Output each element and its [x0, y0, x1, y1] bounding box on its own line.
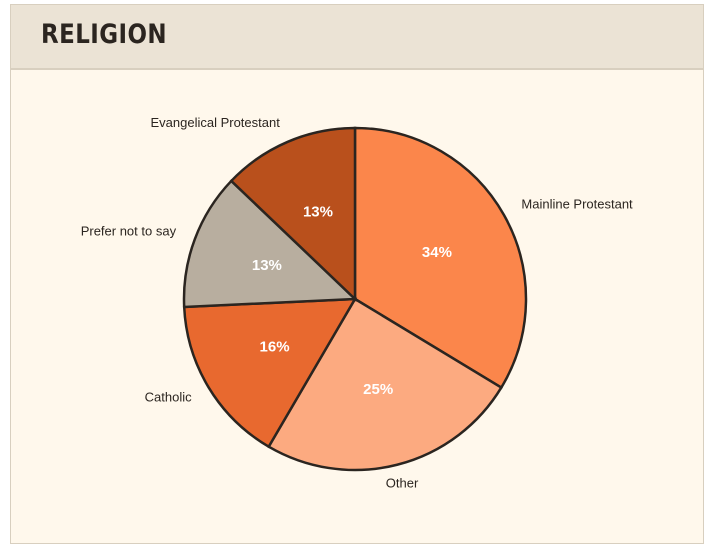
category-label: Prefer not to say [81, 224, 177, 239]
category-label: Catholic [145, 389, 192, 404]
category-label: Mainline Protestant [521, 197, 633, 212]
category-label: Evangelical Protestant [150, 115, 280, 130]
chart-title: RELIGION [41, 19, 168, 50]
pie-slice [353, 126, 528, 390]
pie-slice [229, 126, 357, 302]
value-label: 25% [363, 381, 393, 398]
value-label: 34% [422, 244, 452, 261]
category-label: Other [386, 476, 419, 491]
pie-slice [182, 297, 358, 449]
pie-slice [182, 179, 358, 309]
value-label: 13% [252, 257, 282, 274]
value-label: 13% [303, 204, 333, 221]
pie-slice [267, 297, 504, 472]
header: RELIGION [11, 5, 703, 70]
value-label: 16% [260, 339, 290, 356]
